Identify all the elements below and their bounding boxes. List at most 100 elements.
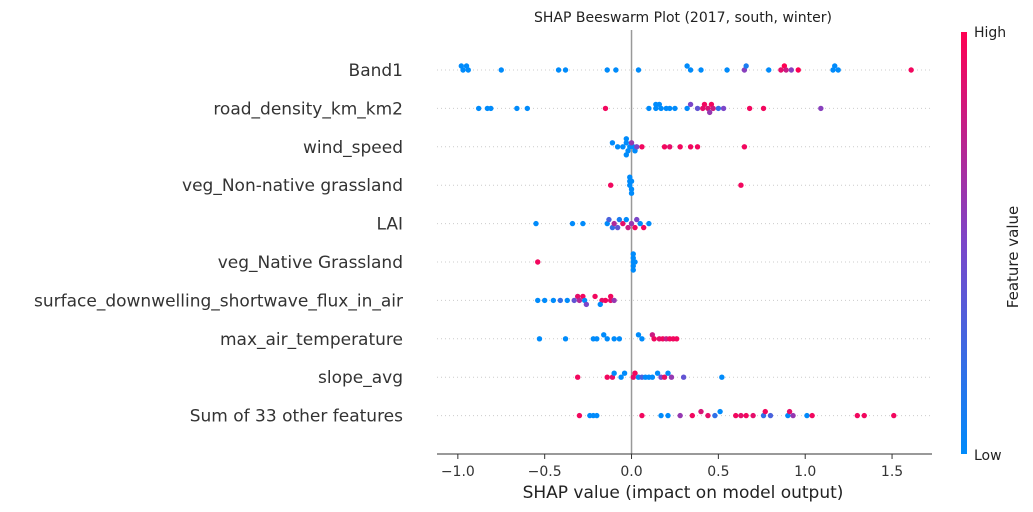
shap-point xyxy=(767,412,774,419)
shap-point xyxy=(684,63,690,69)
x-tick-label: 1.0 xyxy=(794,464,816,480)
shap-point xyxy=(574,374,581,380)
shap-point xyxy=(630,267,636,273)
shap-point xyxy=(778,67,784,73)
shap-point xyxy=(536,336,543,342)
shap-point xyxy=(720,105,727,112)
shap-point xyxy=(634,144,640,150)
shap-point xyxy=(601,332,607,338)
shap-point xyxy=(623,140,630,146)
colorbar-title: Feature value xyxy=(1004,206,1022,308)
shap-point xyxy=(667,105,673,112)
shap-point xyxy=(654,370,661,376)
shap-point xyxy=(604,67,610,73)
shap-point xyxy=(715,105,722,112)
shap-point xyxy=(706,109,713,116)
shap-point xyxy=(465,67,471,73)
shap-point xyxy=(576,412,583,419)
shap-point xyxy=(738,182,744,188)
shap-point xyxy=(611,370,617,376)
shap-point xyxy=(488,105,494,112)
colorbar-gradient xyxy=(961,32,967,454)
shap-point xyxy=(677,144,683,150)
shap-point xyxy=(783,67,789,73)
shap-point xyxy=(649,374,656,380)
shap-point xyxy=(614,224,621,231)
shap-point xyxy=(597,301,603,308)
shap-point xyxy=(640,224,647,231)
chart-title: SHAP Beeswarm Plot (2017, south, winter) xyxy=(534,10,832,26)
shap-point xyxy=(684,105,690,112)
shap-point xyxy=(760,105,767,112)
shap-point xyxy=(712,412,718,419)
shap-point xyxy=(719,374,725,380)
shap-point xyxy=(594,336,600,342)
shap-point xyxy=(743,412,749,419)
feature-label: wind_speed xyxy=(303,138,403,158)
feature-labels: Band1 road_density_km_km2 wind_speed veg_No… xyxy=(34,61,403,427)
shap-point xyxy=(680,374,687,380)
shap-point xyxy=(498,67,504,73)
shap-point xyxy=(741,144,748,150)
shap-point xyxy=(614,144,621,150)
shap-point xyxy=(653,105,659,112)
shap-point xyxy=(689,412,696,419)
shap-point xyxy=(623,152,630,158)
shap-point xyxy=(616,216,623,223)
shap-point xyxy=(672,105,678,112)
shap-point xyxy=(611,297,617,304)
x-tick-label: 0.0 xyxy=(620,464,642,480)
shap-point xyxy=(854,412,861,419)
shap-point xyxy=(630,251,636,257)
shap-point xyxy=(535,259,541,265)
shap-point xyxy=(788,67,795,73)
shap-point xyxy=(750,412,756,419)
shap-point xyxy=(628,186,635,192)
row-guides xyxy=(437,69,932,417)
shap-point xyxy=(717,408,723,415)
shap-point xyxy=(602,297,609,304)
shap-point xyxy=(555,67,562,73)
feature-label: road_density_km_km2 xyxy=(213,99,403,119)
shap-point xyxy=(514,105,520,112)
shap-point xyxy=(632,370,638,376)
shap-point xyxy=(830,67,836,73)
shap-point xyxy=(724,67,730,73)
shap-point xyxy=(710,105,716,112)
shap-point xyxy=(583,301,590,308)
shap-point xyxy=(550,297,557,304)
feature-label: veg_Native Grassland xyxy=(218,253,403,273)
shap-point xyxy=(687,101,694,108)
shap-point xyxy=(637,220,643,227)
shap-point xyxy=(607,182,614,188)
shap-point xyxy=(607,293,614,300)
shap-point xyxy=(790,412,796,419)
shap-point xyxy=(835,67,841,73)
shap-point xyxy=(646,105,652,112)
shap-point xyxy=(632,224,638,231)
shap-point xyxy=(658,105,664,112)
shap-point xyxy=(818,105,824,112)
shap-point xyxy=(891,412,897,419)
shap-point xyxy=(625,224,631,231)
shap-point xyxy=(766,67,772,73)
shap-point xyxy=(694,144,701,150)
x-axis: −1.0 −0.5 0.0 0.5 1.0 1.5 SHAP value (impact … xyxy=(437,453,932,503)
shap-point xyxy=(705,412,711,419)
shap-point xyxy=(667,144,673,150)
shap-point xyxy=(592,293,598,300)
shap-point xyxy=(569,220,576,227)
shap-point xyxy=(658,412,664,419)
shap-point xyxy=(665,370,671,376)
colorbar-high-label: High xyxy=(974,25,1006,41)
shap-point xyxy=(677,412,683,419)
shap-point xyxy=(562,67,569,73)
x-tick-label: −1.0 xyxy=(441,464,475,480)
shap-point xyxy=(620,144,626,150)
shap-point xyxy=(602,105,609,112)
shap-point xyxy=(621,370,628,376)
shap-point xyxy=(460,67,466,73)
shap-point xyxy=(700,105,706,112)
colorbar: High Low Feature value xyxy=(961,25,1022,464)
